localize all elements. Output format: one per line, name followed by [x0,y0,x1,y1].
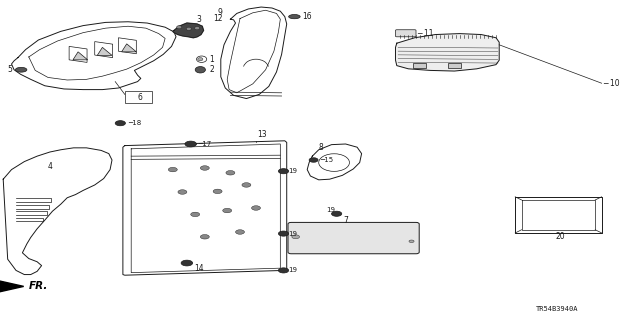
Text: ─17: ─17 [198,141,212,147]
FancyBboxPatch shape [396,30,416,37]
Text: 1: 1 [209,55,214,64]
Text: 5: 5 [8,65,13,74]
Circle shape [292,235,300,239]
Text: ─ 10: ─ 10 [603,79,620,88]
Text: 4: 4 [47,162,52,171]
Polygon shape [173,23,204,38]
Text: 12: 12 [213,14,223,23]
Text: 16: 16 [302,12,312,20]
Circle shape [252,206,260,210]
Circle shape [185,141,196,147]
FancyBboxPatch shape [413,63,426,68]
Circle shape [278,169,289,174]
Ellipse shape [15,68,27,72]
Text: 19: 19 [326,207,335,213]
Circle shape [181,260,193,266]
Text: 8: 8 [319,143,324,152]
Circle shape [309,158,318,162]
Text: 9: 9 [218,8,223,17]
Ellipse shape [195,67,205,73]
Ellipse shape [196,56,207,62]
Ellipse shape [195,27,200,30]
Ellipse shape [319,154,349,172]
Text: 7: 7 [343,216,348,225]
Circle shape [213,189,222,194]
Text: 14: 14 [194,264,204,273]
FancyBboxPatch shape [448,63,461,68]
Text: FR.: FR. [29,281,48,292]
Ellipse shape [289,14,300,19]
Circle shape [178,190,187,194]
Circle shape [115,121,125,126]
Circle shape [278,231,289,236]
Ellipse shape [177,26,182,29]
Circle shape [191,212,200,217]
Text: 2: 2 [209,65,214,74]
Text: TR54B3940A: TR54B3940A [536,306,578,312]
Polygon shape [122,44,136,52]
Polygon shape [73,52,88,60]
Polygon shape [97,47,112,55]
Circle shape [236,230,244,234]
Text: 13: 13 [257,130,267,139]
Ellipse shape [186,27,191,30]
Circle shape [242,183,251,187]
FancyBboxPatch shape [288,222,419,254]
Circle shape [200,235,209,239]
Circle shape [332,211,342,216]
Circle shape [200,166,209,170]
Polygon shape [0,281,24,292]
Text: 19: 19 [288,168,297,174]
Ellipse shape [198,58,203,61]
Text: ─15: ─15 [320,157,333,163]
FancyBboxPatch shape [125,91,152,103]
Text: ─ 11: ─ 11 [417,29,434,38]
Polygon shape [396,34,499,71]
Text: 19: 19 [288,231,297,236]
Circle shape [226,171,235,175]
Text: 6: 6 [137,93,142,102]
Circle shape [168,167,177,172]
Text: 19: 19 [288,268,297,273]
Circle shape [223,208,232,213]
Text: ─18: ─18 [128,120,141,126]
Text: 3: 3 [196,15,201,24]
Text: 20: 20 [555,232,565,241]
Circle shape [409,240,414,243]
Circle shape [278,268,289,273]
